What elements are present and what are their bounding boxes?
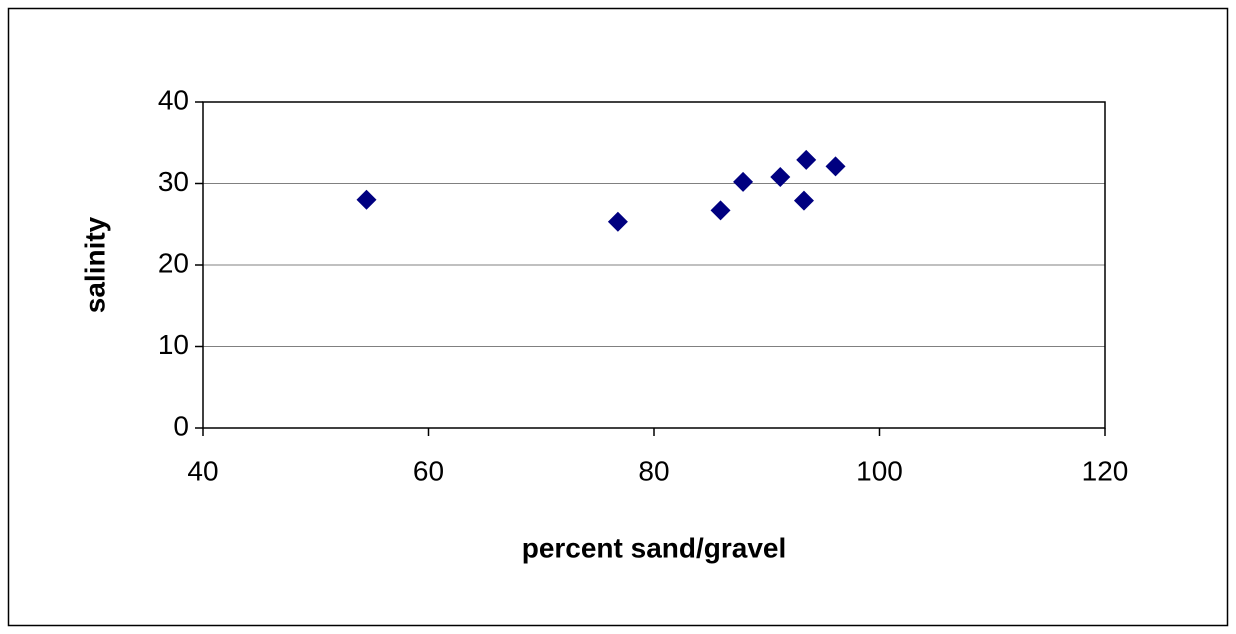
x-tick-label: 100 <box>856 455 903 486</box>
data-point <box>356 189 377 210</box>
x-tick-label: 40 <box>187 455 218 486</box>
x-tick-label: 80 <box>638 455 669 486</box>
x-tick-label: 60 <box>413 455 444 486</box>
data-point <box>793 190 814 211</box>
data-point <box>710 200 731 221</box>
y-axis-title: salinity <box>79 216 110 313</box>
data-point <box>796 149 817 170</box>
data-point <box>733 171 754 192</box>
x-axis-title: percent sand/gravel <box>522 532 787 563</box>
chart-border <box>7 7 1229 627</box>
y-tick-label: 0 <box>173 410 189 441</box>
y-tick-label: 30 <box>158 166 189 197</box>
y-tick-label: 10 <box>158 329 189 360</box>
x-tick-label: 120 <box>1082 455 1129 486</box>
data-point <box>770 166 791 187</box>
data-point <box>607 211 628 232</box>
data-point <box>825 156 846 177</box>
y-tick-label: 40 <box>158 84 189 115</box>
y-tick-label: 20 <box>158 247 189 278</box>
